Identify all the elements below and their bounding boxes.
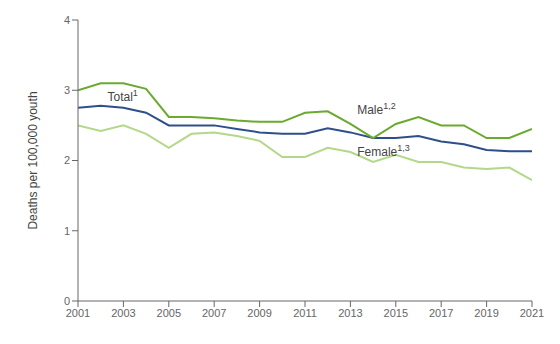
svg-text:2015: 2015: [384, 307, 408, 319]
svg-text:Total1: Total1: [108, 88, 138, 104]
svg-text:2: 2: [64, 154, 70, 166]
svg-text:Male1,2: Male1,2: [357, 101, 396, 117]
svg-text:2017: 2017: [429, 307, 453, 319]
svg-text:2021: 2021: [520, 307, 544, 319]
svg-text:2019: 2019: [474, 307, 498, 319]
svg-text:2003: 2003: [111, 307, 135, 319]
svg-text:4: 4: [64, 14, 70, 26]
svg-text:2007: 2007: [202, 307, 226, 319]
svg-text:2013: 2013: [338, 307, 362, 319]
svg-text:3: 3: [64, 84, 70, 96]
svg-text:2011: 2011: [293, 307, 317, 319]
svg-text:Deaths per 100,000 youth: Deaths per 100,000 youth: [26, 91, 40, 229]
svg-text:1: 1: [64, 225, 70, 237]
svg-text:2005: 2005: [157, 307, 181, 319]
svg-text:Female1,3: Female1,3: [357, 143, 410, 159]
svg-text:2009: 2009: [247, 307, 271, 319]
svg-text:0: 0: [64, 295, 70, 307]
svg-text:2001: 2001: [66, 307, 90, 319]
